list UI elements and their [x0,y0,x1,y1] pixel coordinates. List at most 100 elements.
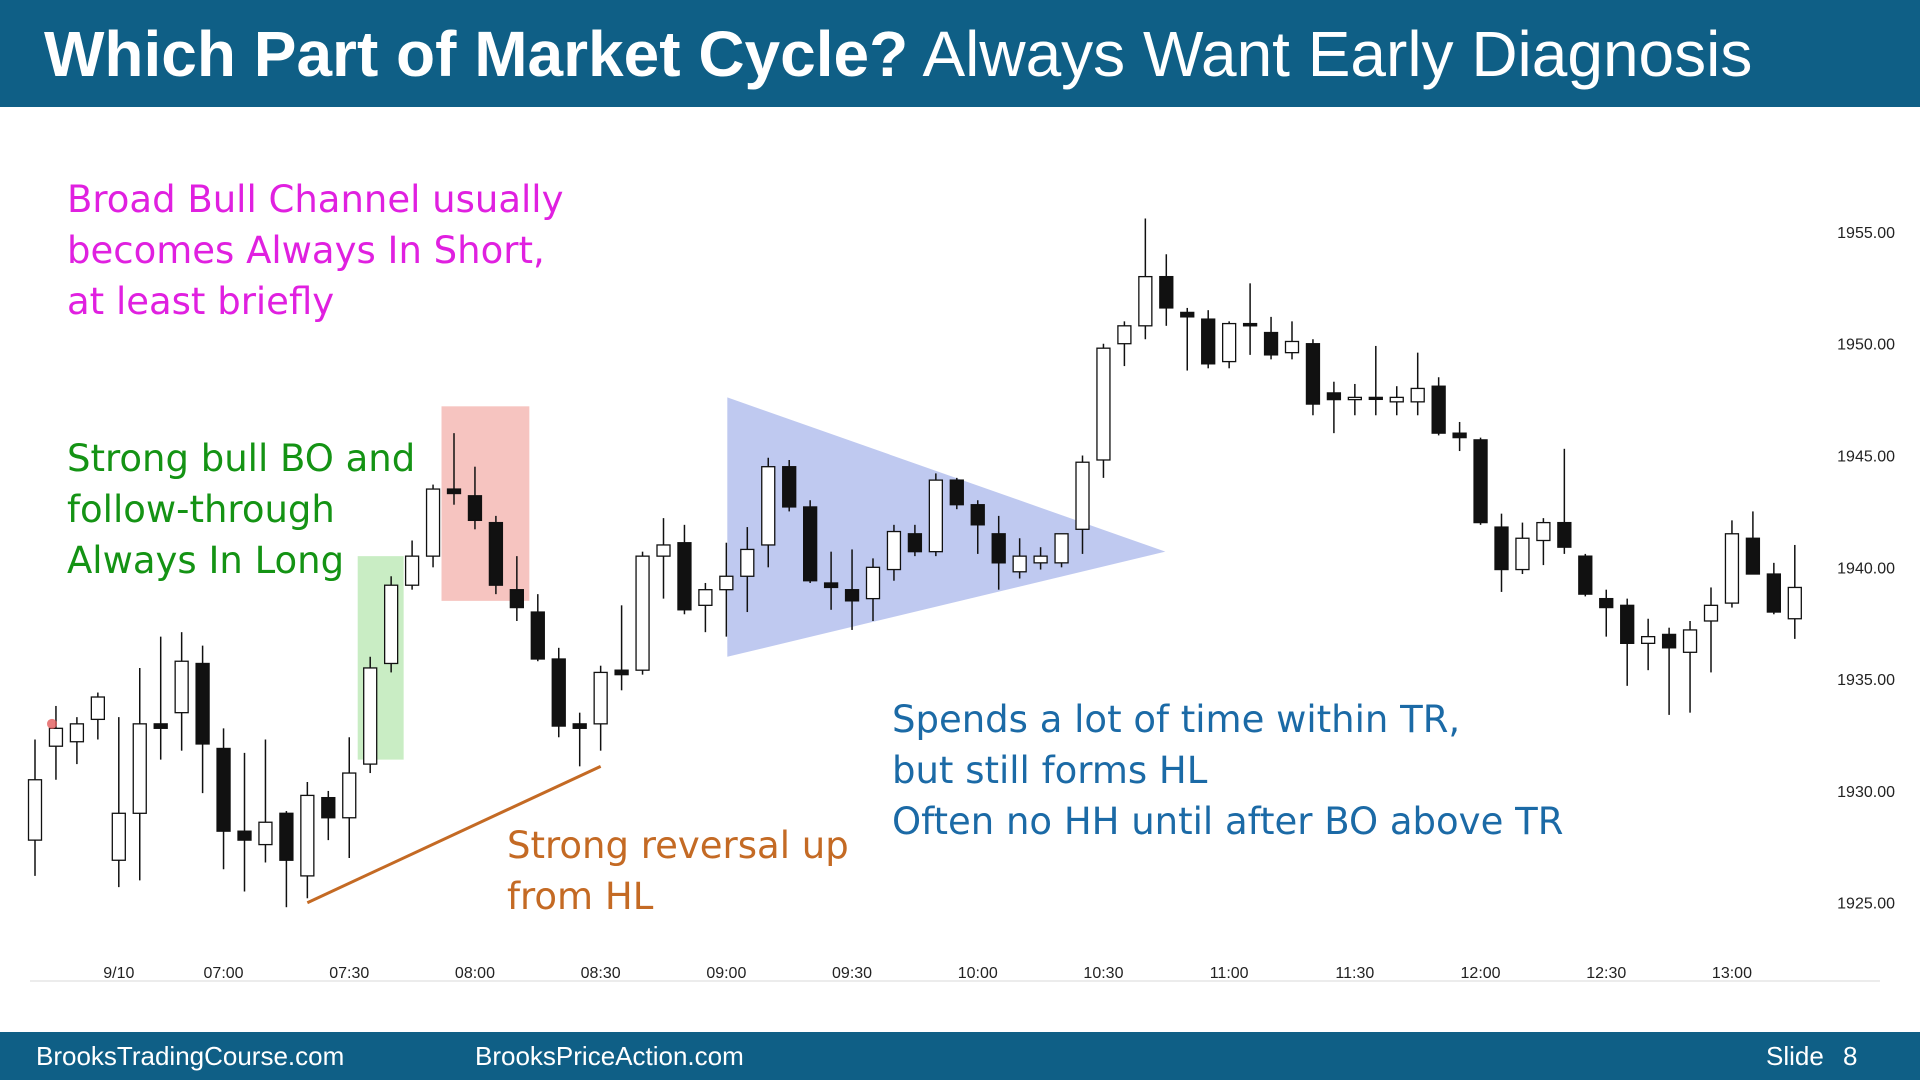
y-tick-label: 1945.00 [1837,449,1895,466]
candle-body-bear [823,582,839,589]
candle-body-bear [614,669,629,676]
candle-body-bear [1578,555,1593,595]
candle [1494,513,1509,592]
candle-body-bear [1452,432,1467,439]
annotation-line: from HL [507,875,654,918]
candle [1536,518,1551,566]
candle [132,667,147,881]
candle [1661,627,1677,715]
candlestick-chart: 1925.00 1930.00 1935.00 1940.00 1945.00 1950.… [27,218,1895,982]
candle [991,515,1006,590]
candle-body-bear [321,796,336,819]
footer-slide-label: Slide [1766,1041,1824,1071]
y-tick-label: 1925.00 [1837,896,1895,913]
candle [1180,307,1195,371]
x-tick-label: 07:00 [204,965,244,982]
candle [1515,522,1530,575]
x-tick-label: 08:30 [581,965,621,982]
x-tick-label: 12:00 [1461,965,1501,982]
candle [1682,620,1698,713]
candle [1159,254,1174,326]
annotation-trading-range: Spends a lot of time within TR, but stil… [892,694,1563,847]
candle [928,473,943,557]
y-tick-label: 1940.00 [1837,560,1895,577]
candle-body-bull [1724,533,1740,604]
red-box [441,406,530,601]
candle-body-bull [865,566,881,600]
candle-body-bull [1012,555,1027,573]
candle-body-bear [530,611,545,660]
candle [27,739,43,876]
candle [90,692,105,740]
candle [1745,511,1761,575]
candle-body-bull [635,555,650,671]
candle [69,717,85,765]
candle [1284,321,1300,360]
candle [1452,421,1467,452]
candle [258,739,273,863]
candle [1620,598,1635,686]
candle [593,665,608,751]
candle-body-bear [1201,318,1216,365]
candle [1641,618,1656,671]
candle [467,466,483,530]
candle [823,551,839,610]
candle-body-bear [803,506,818,582]
slide-title: Which Part of Market Cycle? Always Want … [44,18,1752,90]
candle-body-bear [467,495,483,522]
candle-body-bear [509,589,525,609]
candle-body-bear [1620,604,1635,644]
candle [321,790,336,841]
candle-body-bull [1033,555,1048,564]
candle [761,457,776,568]
slide-header: Which Part of Market Cycle? Always Want … [0,0,1920,107]
candle [656,518,671,599]
y-tick-label: 1950.00 [1837,337,1895,354]
candle [1305,339,1321,416]
annotation-line: Often no HH until after BO above TR [892,800,1564,843]
candles [27,218,1802,908]
candle [907,524,923,557]
candle-body-bear [1242,322,1258,327]
candle [446,433,462,505]
candle-body-bear [1494,526,1509,571]
candle-body-bull [404,555,420,586]
candle [1787,544,1802,639]
annotation-line: Strong reversal up [507,824,849,867]
candle-body-bear [216,747,231,832]
candle [1578,553,1593,597]
candle-body-bull [342,772,357,819]
candle-body-bear [907,533,923,553]
candle [970,500,985,554]
slide-title-bold: Which Part of Market Cycle? [44,18,909,90]
marker-dot [47,718,57,729]
candle-body-bear [1766,573,1781,613]
candle-body-bear [1180,311,1195,318]
candle [216,728,231,870]
candle-body-bear [1431,385,1446,434]
annotation-broad-bull-channel: Broad Bull Channel usually becomes Alway… [67,174,563,327]
footer-site-left: BrooksTradingCourse.com [36,1041,345,1071]
candle-body-bull [1682,629,1698,653]
candle-body-bull [174,660,189,714]
candle [342,737,357,859]
candle-body-bull [1641,635,1656,644]
candle [174,632,189,751]
candle [530,594,545,662]
y-tick-label: 1955.00 [1837,225,1895,242]
annotation-line: becomes Always In Short, [67,229,545,272]
candle-body-bull [593,671,608,725]
candle [677,524,692,615]
x-tick-label: 10:30 [1083,965,1123,982]
candle [363,656,378,774]
x-tick-label: 09:30 [832,965,872,982]
candle [48,705,64,780]
candle-body-bear [844,589,860,602]
x-tick-label: 11:00 [1210,965,1249,982]
candle-body-bear [1599,597,1614,609]
candle [111,717,126,888]
candle [1347,383,1362,416]
candle [1473,437,1488,525]
candle-body-bear [782,466,797,508]
candle [279,811,294,908]
